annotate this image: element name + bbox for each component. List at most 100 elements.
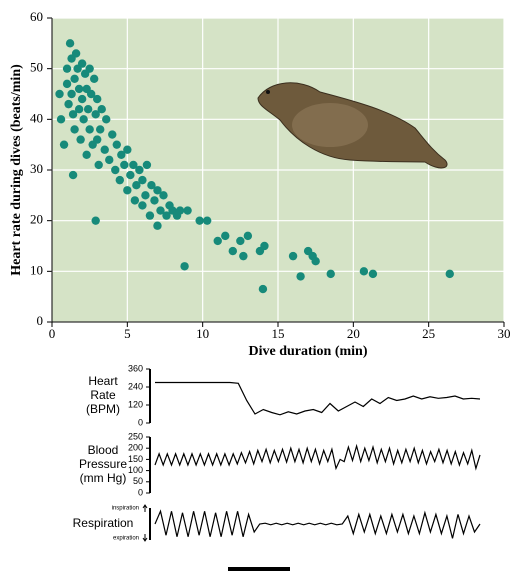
y-tick-label: 240 bbox=[128, 381, 143, 391]
point bbox=[260, 241, 269, 251]
point bbox=[288, 251, 298, 261]
point bbox=[82, 150, 91, 159]
point bbox=[326, 269, 335, 279]
point bbox=[79, 115, 88, 124]
y-tick-label: 40 bbox=[30, 110, 43, 125]
point bbox=[93, 94, 102, 104]
point bbox=[311, 257, 320, 266]
y-tick-label: 50 bbox=[133, 476, 143, 486]
y-tick-label: 60 bbox=[30, 9, 43, 24]
point bbox=[359, 267, 369, 276]
point bbox=[102, 115, 111, 124]
x-axis-label: Dive duration (min) bbox=[249, 344, 368, 359]
point bbox=[111, 165, 120, 175]
y-tick-label: 0 bbox=[138, 417, 143, 427]
y-tick-label: 200 bbox=[128, 443, 143, 453]
y-axis-label: (BPM) bbox=[86, 402, 120, 416]
y-axis-label: Respiration bbox=[73, 516, 134, 530]
point bbox=[77, 94, 87, 104]
point bbox=[183, 206, 192, 215]
point bbox=[94, 160, 103, 170]
point bbox=[77, 59, 87, 68]
point bbox=[62, 64, 72, 73]
point bbox=[117, 150, 126, 159]
scale-bar bbox=[228, 567, 290, 571]
point bbox=[85, 64, 94, 73]
point bbox=[93, 135, 102, 144]
y-tick-label: 150 bbox=[128, 454, 143, 464]
trace bbox=[155, 381, 481, 416]
point bbox=[175, 206, 185, 215]
x-tick-label: 0 bbox=[49, 326, 56, 341]
y-tick-label: 30 bbox=[30, 161, 43, 176]
point bbox=[67, 89, 76, 99]
point bbox=[202, 216, 212, 225]
point bbox=[83, 105, 93, 114]
y-axis-label: (mm Hg) bbox=[80, 471, 127, 485]
y-tick-label: 10 bbox=[30, 262, 43, 277]
trace bbox=[154, 509, 481, 539]
point bbox=[70, 125, 79, 134]
axes bbox=[51, 18, 504, 323]
y-axis-label: Heart bbox=[88, 374, 118, 388]
point bbox=[153, 221, 162, 230]
point bbox=[108, 130, 117, 139]
point bbox=[145, 211, 155, 220]
point bbox=[112, 140, 121, 149]
point bbox=[126, 170, 135, 180]
point bbox=[368, 269, 378, 279]
point bbox=[159, 191, 168, 200]
y-tick-label: 0 bbox=[37, 313, 44, 328]
y-axis-label: Pressure bbox=[79, 457, 127, 471]
arrow bbox=[142, 534, 148, 542]
point bbox=[129, 160, 138, 170]
point bbox=[180, 262, 189, 271]
point bbox=[100, 145, 109, 154]
y-tick-label: 50 bbox=[30, 60, 43, 75]
point bbox=[120, 160, 129, 170]
point bbox=[96, 125, 105, 134]
annotation: inspiration bbox=[112, 506, 139, 512]
point bbox=[445, 269, 454, 279]
point bbox=[89, 74, 99, 84]
y-tick-label: 360 bbox=[128, 363, 143, 373]
point bbox=[91, 110, 100, 119]
point bbox=[296, 272, 305, 281]
point bbox=[56, 115, 66, 124]
point bbox=[228, 246, 237, 256]
point bbox=[243, 231, 253, 241]
point bbox=[85, 125, 94, 134]
point bbox=[162, 211, 171, 220]
point bbox=[115, 175, 125, 185]
point bbox=[74, 105, 84, 114]
y-tick-label: 250 bbox=[128, 431, 143, 441]
x-tick-label: 15 bbox=[272, 326, 285, 341]
y-tick-label: 20 bbox=[30, 212, 43, 227]
point bbox=[138, 175, 147, 185]
point bbox=[130, 196, 140, 205]
point bbox=[142, 160, 152, 170]
point bbox=[156, 206, 165, 215]
point bbox=[221, 231, 230, 241]
point bbox=[59, 140, 69, 149]
point bbox=[91, 216, 100, 225]
trace bbox=[154, 443, 481, 471]
point bbox=[55, 89, 64, 99]
point bbox=[68, 170, 78, 180]
x-tick-label: 5 bbox=[124, 326, 131, 341]
arrow bbox=[142, 504, 148, 512]
point bbox=[258, 284, 268, 294]
y-tick-label: 0 bbox=[138, 487, 143, 497]
point bbox=[150, 196, 159, 205]
x-tick-label: 10 bbox=[196, 326, 209, 341]
point bbox=[65, 39, 75, 48]
point bbox=[70, 74, 79, 84]
y-axis-label: Heart rate during dives (beats/min) bbox=[9, 64, 24, 276]
point bbox=[76, 135, 85, 144]
x-tick-label: 30 bbox=[498, 326, 511, 341]
point bbox=[141, 191, 150, 200]
y-tick-label: 100 bbox=[128, 465, 143, 475]
point bbox=[236, 236, 245, 246]
point bbox=[239, 251, 248, 261]
annotation: expiration bbox=[113, 536, 139, 542]
